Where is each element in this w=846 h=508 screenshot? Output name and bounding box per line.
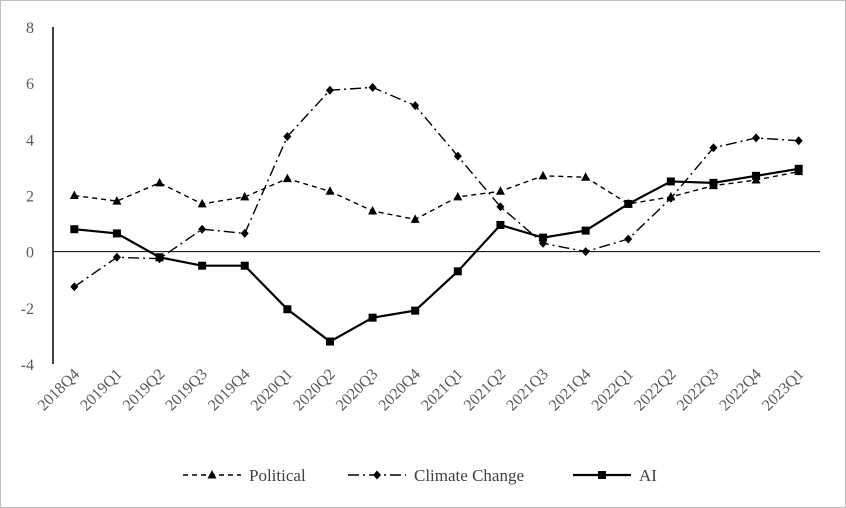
data-point (581, 172, 591, 181)
y-tick-label: 8 (26, 20, 34, 37)
data-point (624, 199, 633, 208)
data-point (112, 229, 121, 238)
x-tick-label: 2019Q2 (120, 366, 168, 414)
x-tick-label: 2020Q3 (333, 366, 381, 414)
series-line (74, 167, 799, 343)
y-tick-label: -2 (21, 301, 34, 318)
x-tick-label: 2021Q4 (546, 366, 594, 414)
data-point (112, 196, 122, 205)
data-point (155, 253, 164, 262)
data-point (368, 313, 377, 322)
data-point (368, 82, 377, 92)
legend-label: AI (639, 466, 657, 485)
data-point (539, 233, 548, 242)
data-point (709, 178, 718, 187)
data-point (198, 261, 207, 270)
x-tick-label: 2018Q4 (35, 366, 83, 414)
data-point (240, 261, 249, 270)
data-point (70, 282, 79, 292)
data-point (155, 177, 165, 187)
data-point (496, 202, 505, 212)
y-axis-ticks: -4 -2 0 2 4 6 8 (21, 20, 34, 374)
data-point (624, 234, 633, 244)
y-tick-label: 0 (26, 245, 34, 262)
data-point (325, 85, 334, 95)
data-point (453, 151, 462, 161)
data-point (581, 226, 590, 235)
data-point (70, 225, 79, 234)
y-tick-label: -4 (21, 357, 34, 374)
x-tick-label: 2021Q2 (461, 366, 509, 414)
axes (52, 27, 820, 364)
y-tick-label: 4 (26, 132, 34, 149)
data-point (794, 164, 803, 173)
data-point (283, 305, 292, 314)
legend-marker (598, 471, 606, 479)
legend: Political Climate Change AI (183, 466, 657, 485)
data-point (240, 228, 249, 238)
series-ai (70, 164, 803, 346)
legend-marker (373, 470, 381, 480)
series-line (74, 170, 799, 221)
data-point (752, 133, 761, 143)
legend-item: AI (573, 466, 657, 485)
data-point (752, 171, 761, 180)
x-tick-label: 2023Q1 (759, 366, 807, 414)
data-point (411, 306, 420, 315)
x-tick-label: 2020Q2 (290, 366, 338, 414)
y-tick-label: 6 (26, 76, 34, 93)
data-point (581, 247, 590, 257)
series-layer (69, 82, 804, 346)
data-point (411, 101, 420, 111)
x-axis-ticks: 2018Q42019Q12019Q22019Q32019Q42020Q12020… (35, 366, 808, 414)
x-tick-label: 2021Q1 (418, 366, 466, 414)
series-political (69, 166, 804, 223)
data-point (198, 224, 207, 234)
legend-label: Climate Change (414, 466, 524, 485)
series-line (73, 86, 799, 288)
data-point (709, 143, 718, 153)
data-point (453, 191, 463, 201)
legend-label: Political (249, 466, 306, 485)
data-point (282, 173, 292, 183)
x-tick-label: 2020Q4 (376, 366, 424, 414)
data-point (325, 337, 334, 346)
x-tick-label: 2019Q1 (77, 366, 125, 414)
data-point (240, 191, 250, 201)
data-point (197, 198, 207, 208)
data-point (794, 136, 803, 146)
data-point (368, 205, 378, 215)
data-point (666, 193, 675, 203)
series-climate-change (70, 82, 803, 292)
x-tick-label: 2022Q1 (589, 366, 637, 414)
data-point (283, 132, 292, 142)
x-tick-label: 2022Q4 (716, 366, 764, 414)
data-point (453, 267, 462, 276)
legend-item: Climate Change (348, 466, 524, 485)
y-tick-label: 2 (26, 189, 34, 206)
data-point (69, 190, 79, 199)
data-point (112, 252, 121, 262)
data-point (538, 170, 548, 180)
data-point (410, 214, 420, 223)
legend-item: Political (183, 466, 306, 485)
legend-marker (207, 470, 217, 479)
data-point (325, 186, 335, 195)
x-tick-label: 2022Q3 (674, 366, 722, 414)
x-tick-label: 2022Q2 (631, 366, 679, 414)
x-tick-label: 2019Q4 (205, 366, 253, 414)
x-tick-label: 2019Q3 (162, 366, 210, 414)
x-tick-label: 2020Q1 (248, 366, 296, 414)
data-point (666, 177, 675, 186)
data-point (496, 220, 505, 229)
x-tick-label: 2021Q3 (503, 366, 551, 414)
data-point (495, 186, 505, 195)
